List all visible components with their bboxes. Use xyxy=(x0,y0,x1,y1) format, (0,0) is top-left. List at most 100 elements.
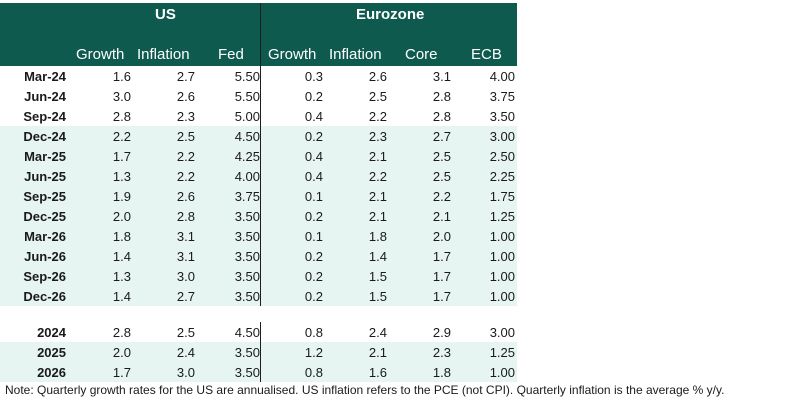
table-cell: 1.8 xyxy=(432,365,451,380)
table-cell: 2.2 xyxy=(432,189,451,204)
table-cell: 1.5 xyxy=(368,289,387,304)
table-cell: 2.5 xyxy=(176,129,195,144)
table-cell: 2.5 xyxy=(432,169,451,184)
table-cell: 2.8 xyxy=(176,209,195,224)
table-cell: 2.1 xyxy=(368,209,387,224)
table-cell: 1.8 xyxy=(368,229,387,244)
table-row: Mar-26 1.8 3.1 3.50 0.1 1.8 2.0 1.00 xyxy=(0,226,517,246)
row-divider xyxy=(260,322,261,342)
row-label: Dec-25 xyxy=(23,209,66,224)
col-ecb: ECB xyxy=(471,46,502,63)
table-cell: 2.3 xyxy=(368,129,387,144)
row-divider xyxy=(260,266,261,286)
table-cell: 2.6 xyxy=(176,189,195,204)
table-cell: 2.4 xyxy=(368,325,387,340)
table-cell: 1.7 xyxy=(112,365,131,380)
table-cell: 2.5 xyxy=(368,89,387,104)
table-cell: 0.3 xyxy=(304,69,323,84)
table-cell: 1.5 xyxy=(368,269,387,284)
table-cell: 1.75 xyxy=(489,189,515,204)
table-cell: 4.00 xyxy=(234,169,260,184)
table-row: Sep-26 1.3 3.0 3.50 0.2 1.5 1.7 1.00 xyxy=(0,266,517,286)
table-cell: 3.50 xyxy=(234,289,260,304)
table-cell: 1.8 xyxy=(112,229,131,244)
table-cell: 4.50 xyxy=(234,325,260,340)
row-label: Dec-26 xyxy=(23,289,66,304)
table-cell: 0.2 xyxy=(304,89,323,104)
table-row: Jun-25 1.3 2.2 4.00 0.4 2.2 2.5 2.25 xyxy=(0,166,517,186)
table-cell: 0.4 xyxy=(304,109,323,124)
table-cell: 2.8 xyxy=(432,109,451,124)
table-cell: 0.2 xyxy=(304,249,323,264)
table-row: Mar-25 1.7 2.2 4.25 0.4 2.1 2.5 2.50 xyxy=(0,146,517,166)
table-cell: 2.0 xyxy=(432,229,451,244)
row-divider xyxy=(260,166,261,186)
table-cell: 1.25 xyxy=(489,345,515,360)
table-cell: 0.4 xyxy=(304,169,323,184)
table-cell: 1.4 xyxy=(112,289,131,304)
table-cell: 2.9 xyxy=(432,325,451,340)
table-cell: 2.5 xyxy=(176,325,195,340)
table-cell: 2.4 xyxy=(176,345,195,360)
table-cell: 5.00 xyxy=(234,109,260,124)
table-cell: 2.5 xyxy=(432,149,451,164)
table-cell: 2.7 xyxy=(432,129,451,144)
table-row: 2024 2.8 2.5 4.50 0.8 2.4 2.9 3.00 xyxy=(0,322,517,342)
col-fed: Fed xyxy=(218,46,244,63)
table-row: Dec-24 2.2 2.5 4.50 0.2 2.3 2.7 3.00 xyxy=(0,126,517,146)
table-cell: 3.50 xyxy=(234,269,260,284)
table-cell: 0.4 xyxy=(304,149,323,164)
table-cell: 2.0 xyxy=(112,209,131,224)
table-cell: 2.3 xyxy=(176,109,195,124)
table-row: Dec-26 1.4 2.7 3.50 0.2 1.5 1.7 1.00 xyxy=(0,286,517,306)
row-label: 2025 xyxy=(37,345,66,360)
row-divider xyxy=(260,286,261,306)
row-divider xyxy=(260,106,261,126)
row-label: Sep-25 xyxy=(23,189,66,204)
table-row: 2025 2.0 2.4 3.50 1.2 2.1 2.3 1.25 xyxy=(0,342,517,362)
table-cell: 3.0 xyxy=(176,269,195,284)
forecast-table: US Eurozone Growth Inflation Fed Growth … xyxy=(0,3,517,382)
table-cell: 1.7 xyxy=(432,289,451,304)
table-cell: 1.00 xyxy=(489,365,515,380)
table-row: Jun-26 1.4 3.1 3.50 0.2 1.4 1.7 1.00 xyxy=(0,246,517,266)
table-cell: 1.6 xyxy=(368,365,387,380)
row-divider xyxy=(260,226,261,246)
table-cell: 2.6 xyxy=(176,89,195,104)
table-cell: 2.2 xyxy=(368,169,387,184)
annual-rows: 2024 2.8 2.5 4.50 0.8 2.4 2.9 3.00 2025 2.0 2.4 3.5… xyxy=(0,322,517,382)
col-ez-growth: Growth xyxy=(268,46,317,63)
table-row: Jun-24 3.0 2.6 5.50 0.2 2.5 2.8 3.75 xyxy=(0,86,517,106)
row-label: Jun-25 xyxy=(24,169,66,184)
col-core: Core xyxy=(405,46,438,63)
table-row: 2026 1.7 3.0 3.50 0.8 1.6 1.8 1.00 xyxy=(0,362,517,382)
table-cell: 1.4 xyxy=(112,249,131,264)
table-cell: 2.2 xyxy=(368,109,387,124)
table-cell: 3.50 xyxy=(489,109,515,124)
us-group-label: US xyxy=(155,6,176,23)
row-divider xyxy=(260,146,261,166)
table-header: US Eurozone Growth Inflation Fed Growth … xyxy=(0,3,517,66)
table-cell: 2.7 xyxy=(176,289,195,304)
table-cell: 1.00 xyxy=(489,269,515,284)
row-label: Mar-24 xyxy=(24,69,66,84)
table-row: Dec-25 2.0 2.8 3.50 0.2 2.1 2.1 1.25 xyxy=(0,206,517,226)
table-cell: 0.2 xyxy=(304,289,323,304)
row-divider xyxy=(260,362,261,382)
table-cell: 2.2 xyxy=(176,149,195,164)
table-cell: 3.50 xyxy=(234,365,260,380)
table-cell: 2.1 xyxy=(432,209,451,224)
row-label: 2024 xyxy=(37,325,66,340)
table-cell: 0.8 xyxy=(304,365,323,380)
table-cell: 3.0 xyxy=(112,89,131,104)
table-cell: 3.00 xyxy=(489,129,515,144)
footnote: Note: Quarterly growth rates for the US … xyxy=(5,383,725,397)
table-cell: 1.25 xyxy=(489,209,515,224)
table-cell: 1.4 xyxy=(368,249,387,264)
table-cell: 2.2 xyxy=(176,169,195,184)
table-cell: 2.50 xyxy=(489,149,515,164)
table-cell: 1.9 xyxy=(112,189,131,204)
table-cell: 2.7 xyxy=(176,69,195,84)
table-cell: 0.8 xyxy=(304,325,323,340)
table-cell: 0.1 xyxy=(304,189,323,204)
